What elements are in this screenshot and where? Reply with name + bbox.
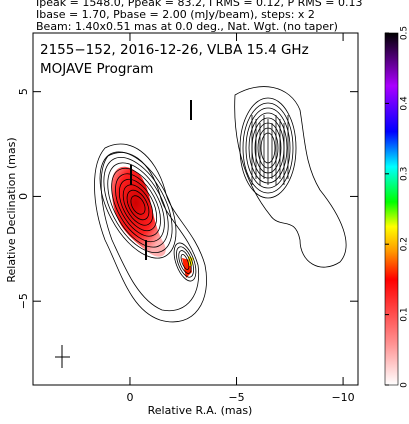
chart-title: 2155−152, 2016-12-26, VLBA 15.4 GHz [40, 42, 309, 58]
colorbar-tick-label: 0 [400, 382, 409, 388]
contour [239, 97, 297, 199]
header-line: Beam: 1.40x0.51 mas at 0.0 deg., Nat. Wg… [36, 20, 338, 33]
y-tick-label: 0 [17, 193, 30, 200]
colorbar [384, 32, 399, 386]
contour [94, 143, 207, 323]
contour [107, 162, 169, 248]
contour [234, 86, 347, 268]
x-axis-label: Relative R.A. (mas) [148, 404, 253, 417]
colorbar-tick-label: 0.3 [400, 167, 409, 181]
x-tick-label: 0 [126, 391, 133, 404]
header-line: Ipeak = 1548.0, Ppeak = 83.2, I RMS = 0.… [36, 0, 363, 9]
contour [103, 156, 173, 254]
polarization-blob [111, 166, 166, 257]
polarization-vector [190, 100, 192, 120]
contour [176, 246, 194, 278]
contour [245, 107, 291, 189]
contour [100, 152, 200, 312]
contour [111, 167, 165, 243]
plot-frame [32, 32, 359, 386]
x-tick-label: −10 [331, 391, 354, 404]
polarization-vector [130, 165, 132, 185]
colorbar-tick-label: 0.4 [400, 96, 409, 111]
contour [99, 151, 177, 259]
contour [130, 195, 146, 215]
y-tick-label: −5 [17, 293, 30, 309]
contour [115, 173, 161, 237]
image [32, 32, 359, 386]
beam [55, 345, 70, 368]
colorbar-tick-label: 0.5 [400, 26, 409, 40]
contour [173, 242, 197, 282]
contour [126, 189, 150, 221]
header-line: Ibase = 1.70, Pbase = 2.00 (mJy/beam), s… [36, 8, 315, 21]
contour [180, 254, 190, 270]
contour [118, 178, 158, 232]
contours [99, 97, 297, 282]
y-axis-label: Relative Declination (mas) [5, 137, 18, 282]
contour [122, 184, 154, 226]
x-tick-label: −5 [228, 391, 244, 404]
contour [242, 102, 294, 194]
colorbar-tick-label: 0.2 [400, 237, 409, 251]
y-tick-label: 5 [17, 88, 30, 95]
colorbar-tick-label: 0.1 [400, 307, 409, 321]
polarization-vector [145, 240, 147, 260]
contour [178, 250, 192, 274]
chart-subtitle: MOJAVE Program [40, 61, 153, 77]
